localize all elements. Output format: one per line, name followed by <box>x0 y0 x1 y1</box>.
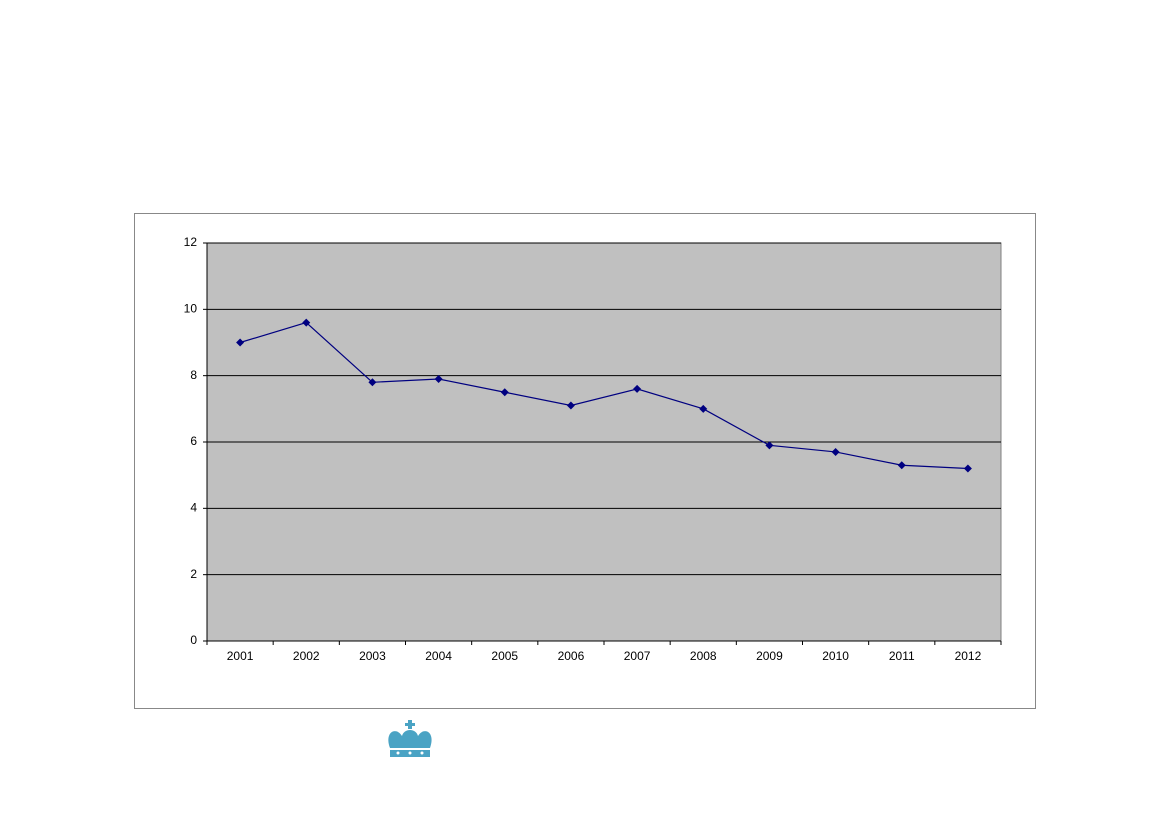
data-point <box>368 378 377 387</box>
x-tick-label: 2012 <box>955 649 982 663</box>
data-point <box>434 374 443 383</box>
x-tick-label: 2008 <box>690 649 717 663</box>
x-tick-label: 2009 <box>756 649 783 663</box>
x-tick-label: 2006 <box>558 649 585 663</box>
x-tick-label: 2007 <box>624 649 651 663</box>
y-tick-label: 10 <box>184 302 198 316</box>
y-tick-label: 4 <box>190 501 197 515</box>
data-point <box>897 461 906 470</box>
data-line <box>239 321 968 470</box>
data-point <box>831 447 840 456</box>
data-point <box>963 464 972 473</box>
data-point <box>236 338 245 347</box>
y-tick-label: 0 <box>190 633 197 647</box>
x-tick-label: 2011 <box>889 649 915 663</box>
x-tick-label: 2005 <box>491 649 518 663</box>
data-point <box>500 388 509 397</box>
x-tick-label: 2002 <box>293 649 320 663</box>
x-tick-label: 2003 <box>359 649 386 663</box>
x-tick-label: 2001 <box>227 649 254 663</box>
data-point <box>566 401 575 410</box>
plot-area: 0 2 4 6 8 10 12 2001 2002 2003 2004 2005 2006 2007 200… <box>184 235 1002 663</box>
x-tick-label: 2010 <box>822 649 849 663</box>
data-point <box>302 318 311 327</box>
data-point <box>699 404 708 413</box>
x-tick-label: 2004 <box>425 649 452 663</box>
crown-logo <box>388 720 432 757</box>
y-tick-label: 12 <box>184 235 198 249</box>
y-tick-label: 6 <box>190 434 197 448</box>
data-point <box>633 384 642 393</box>
data-point <box>765 441 774 450</box>
y-tick-label: 8 <box>190 368 197 382</box>
y-tick-label: 2 <box>190 567 197 581</box>
